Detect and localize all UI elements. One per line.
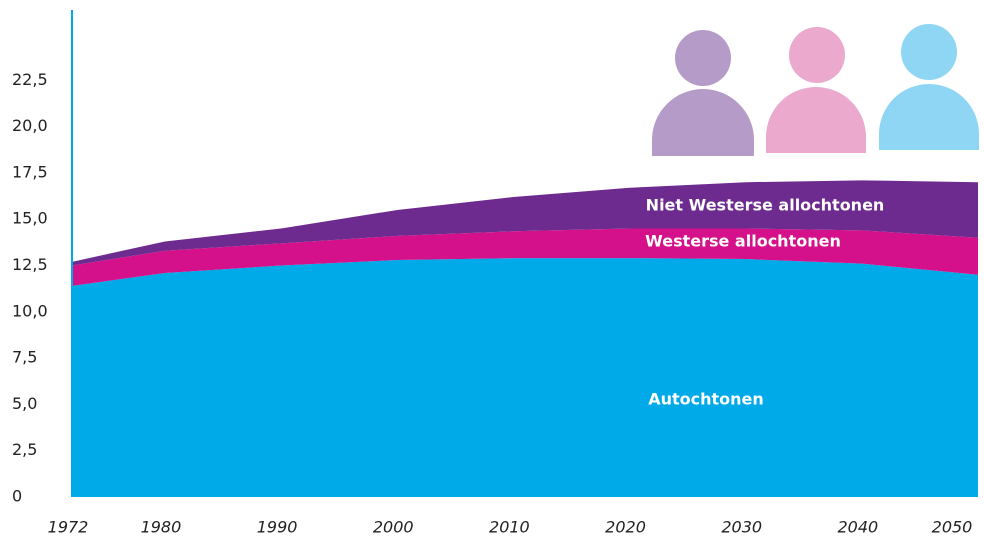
y-tick-label: 20,0 (12, 116, 48, 135)
area (72, 228, 978, 286)
y-tick-label: 0 (12, 487, 22, 506)
y-tick-label: 5,0 (12, 394, 37, 413)
y-tick-label: 17,5 (12, 162, 48, 181)
series-label: Niet Westerse allochtonen (646, 196, 885, 215)
x-tick-label: 1980 (141, 518, 182, 537)
series-label: Westerse allochtonen (645, 232, 841, 251)
x-tick-label: 2020 (605, 518, 646, 537)
x-tick-label: 1990 (257, 518, 298, 537)
person-icon-head (789, 27, 845, 83)
series-label: Autochtonen (648, 390, 764, 409)
person-icon-body (879, 84, 979, 150)
y-tick-label: 15,0 (12, 209, 48, 228)
person-icon-head (675, 30, 731, 86)
area (72, 180, 978, 266)
y-tick-label: 12,5 (12, 255, 48, 274)
person-icon-head (901, 24, 957, 80)
person-icon-body (766, 87, 866, 153)
person-icons (652, 24, 979, 156)
x-tick-label: 2000 (373, 518, 414, 537)
x-tick-label: 2030 (721, 518, 762, 537)
y-tick-label: 7,5 (12, 348, 37, 367)
x-tick-label: 1972 (48, 518, 89, 537)
person-icon-body (652, 89, 754, 156)
y-tick-label: 10,0 (12, 301, 48, 320)
x-tick-label: 2010 (489, 518, 530, 537)
y-tick-label: 2,5 (12, 440, 37, 459)
area (72, 258, 978, 497)
x-tick-label: 2040 (837, 518, 878, 537)
x-tick-label: 2050 (932, 518, 973, 537)
y-tick-label: 22,5 (12, 70, 48, 89)
